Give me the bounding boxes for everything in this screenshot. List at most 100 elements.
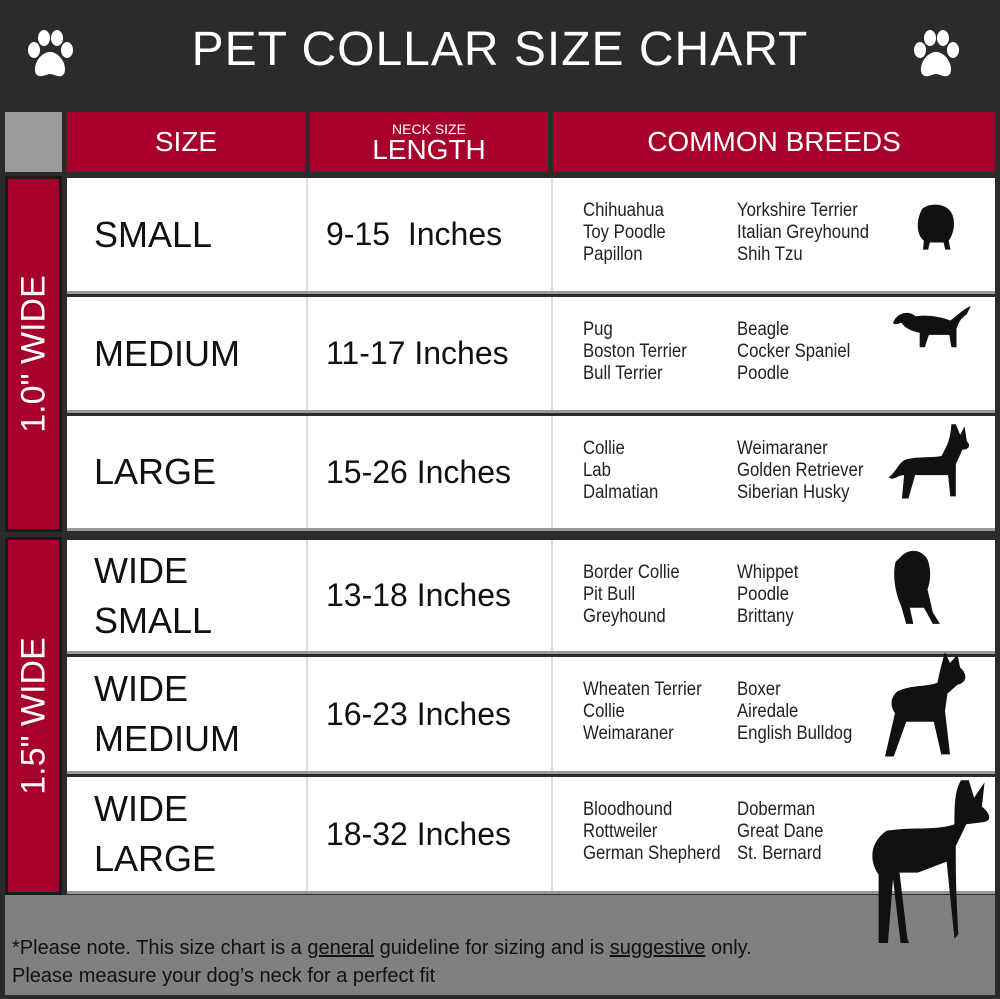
breed-name: St. Bernard [737,843,822,864]
breed-name: Collie [583,438,625,459]
size-label: LARGE [94,838,217,879]
breed-list: Weimaraner Golden Retriever Siberian Husky [737,438,863,504]
breed-name: Brittany [737,606,794,627]
breed-list: Chihuahua Toy Poodle Papillon [583,200,666,266]
doberman-silhouette-icon [872,780,990,943]
breed-list: Yorkshire Terrier Italian Greyhound Shih T… [737,200,869,266]
breed-list: Pug Boston Terrier Bull Terrier [583,319,687,385]
breed-name: German Shepherd [583,843,721,864]
table-row: LARGE 15-26 Inches Collie Lab Dalmatian Weima… [67,416,995,531]
breed-list: Collie Lab Dalmatian [583,438,658,504]
breeds-cell: Pug Boston Terrier Bull Terrier Beagle Cocke… [553,297,995,410]
table-row: WIDE MEDIUM 16-23 Inches Wheaten Terrier Col… [67,657,995,774]
breed-name: Pit Bull [583,584,636,605]
table-row: SMALL 9-15 Inches Chihuahua Toy Poodle Papil… [67,178,995,294]
size-label: MEDIUM [94,718,240,759]
length-cell: 16-23 Inches [308,657,553,771]
length-cell: 11-17 Inches [308,297,553,410]
breed-name: Siberian Husky [737,482,850,503]
breed-name: Papillon [583,244,643,265]
size-label: MEDIUM [94,332,240,374]
page-title: PET COLLAR SIZE CHART [191,23,809,76]
size-label: SMALL [94,213,213,255]
breed-name: Bloodhound [583,799,673,820]
breed-name: Great Dane [737,821,824,842]
size-label: WIDE [94,788,188,829]
size-cell: LARGE [67,416,308,528]
breed-name: Rottweiler [583,821,658,842]
breed-list: Boxer Airedale English Bulldog [737,679,852,745]
breed-name: Toy Poodle [583,222,666,243]
breed-list: Doberman Great Dane St. Bernard [737,799,823,865]
size-label: WIDE [94,668,188,709]
breed-name: Collie [583,701,625,722]
breeds-cell: Bloodhound Rottweiler German Shepherd Dober… [553,777,995,891]
breed-name: Beagle [737,319,790,340]
footer-line-1: *Please note. This size chart is a gener… [12,937,752,959]
size-cell: MEDIUM [67,297,308,410]
size-cell: WIDE SMALL [67,540,308,651]
paw-icon [28,30,73,77]
breed-name: Weimaraner [737,438,828,459]
length-cell: 9-15 Inches [308,178,553,291]
header-neck-size: NECK SIZE [392,121,466,137]
size-label: LARGE [94,451,217,492]
breed-name: Italian Greyhound [737,222,869,243]
breed-name: Yorkshire Terrier [737,200,858,221]
breed-name: Bull Terrier [583,363,663,384]
bulldog-silhouette-icon [894,550,940,624]
footer-note [5,895,995,995]
breed-name: Airedale [737,701,799,722]
length-cell: 13-18 Inches [308,540,553,651]
size-cell: WIDE LARGE [67,777,308,891]
breeds-cell: Chihuahua Toy Poodle Papillon Yorkshire Ter… [553,178,995,291]
large-dog-silhouette-icon [888,424,970,499]
breed-name: Poodle [737,584,790,605]
table-row: WIDE SMALL 13-18 Inches Border Collie Pit Bu… [67,540,995,654]
breeds-cell: Border Collie Pit Bull Greyhound Whippet Poo… [553,540,995,651]
medium-dog-silhouette-icon [893,306,971,348]
size-label: SMALL [94,599,213,641]
size-cell: WIDE MEDIUM [67,657,308,771]
size-label: WIDE [94,549,188,591]
group-band-1in: 1.0" WIDE [5,176,62,532]
header-length-label: LENGTH [372,134,486,165]
breeds-cell: Collie Lab Dalmatian Weimaraner Golden Retri… [553,416,995,528]
group-label: 1.0" WIDE [14,275,52,433]
corner-cell [5,112,62,172]
pitbull-silhouette-icon [885,652,966,757]
breed-name: Greyhound [583,606,666,627]
breed-name: Boxer [737,679,781,700]
length-cell: 18-32 Inches [308,777,553,891]
breed-name: Boston Terrier [583,341,687,362]
breed-name: English Bulldog [737,723,853,744]
group-band-1-5in: 1.5" WIDE [5,537,62,895]
group-label: 1.5" WIDE [14,637,52,795]
breed-name: Pug [583,319,613,340]
footer-line-2: Please measure your dog’s neck for a per… [12,965,436,987]
breed-list: Whippet Poodle Brittany [737,562,798,628]
breed-name: Lab [583,460,611,481]
breed-name: Border Collie [583,562,680,583]
breed-list: Wheaten Terrier Collie Weimaraner [583,679,702,745]
breed-list: Border Collie Pit Bull Greyhound [583,562,680,628]
paw-icon [914,30,959,77]
breed-list: Bloodhound Rottweiler German Shepherd [583,799,721,865]
table-row: MEDIUM 11-17 Inches Pug Boston Terrier Bull … [67,297,995,413]
size-cell: SMALL [67,178,308,291]
header-length: NECK SIZE LENGTH [310,112,548,172]
breed-name: Shih Tzu [737,244,803,265]
table-row: WIDE LARGE 18-32 Inches Bloodhound Rottweile… [67,777,995,894]
length-cell: 15-26 Inches [308,416,553,528]
breed-name: Wheaten Terrier [583,679,702,700]
breed-name: Chihuahua [583,200,664,221]
breeds-cell: Wheaten Terrier Collie Weimaraner Boxer Aire… [553,657,995,771]
breed-list: Beagle Cocker Spaniel Poodle [737,319,850,385]
breed-name: Poodle [737,363,790,384]
breed-name: Cocker Spaniel [737,341,851,362]
small-dog-silhouette-icon [917,204,954,250]
breed-name: Dalmatian [583,482,659,503]
header-breeds: COMMON BREEDS [553,112,995,172]
breed-name: Golden Retriever [737,460,864,481]
breed-name: Whippet [737,562,799,583]
